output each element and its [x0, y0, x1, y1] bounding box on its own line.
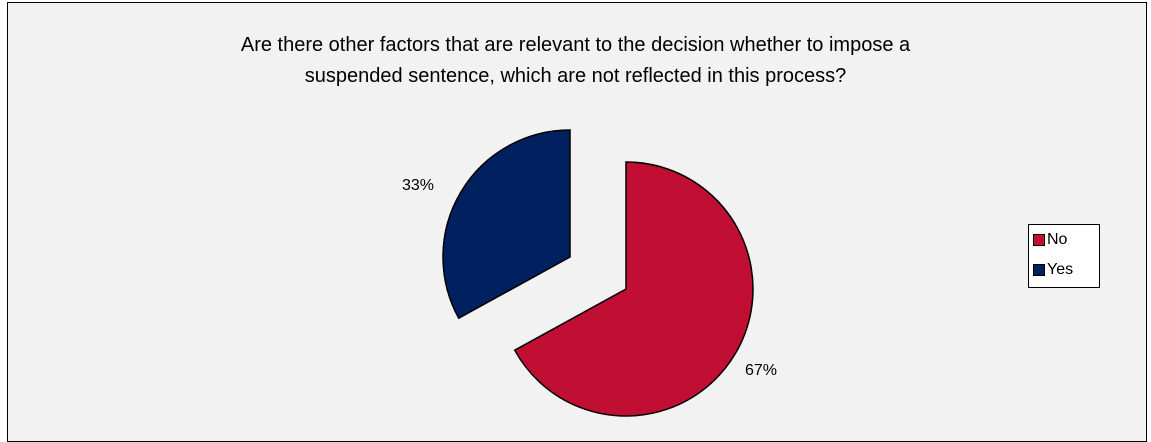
chart-title-line-2: suspended sentence, which are not reflec…	[304, 65, 847, 87]
chart-title: Are there other factors that are relevan…	[0, 30, 1151, 92]
pie-slice-yes	[442, 129, 571, 320]
legend-item-no: No	[1033, 231, 1067, 249]
legend-label-yes: Yes	[1047, 261, 1074, 278]
legend-item-yes: Yes	[1033, 261, 1073, 279]
legend-swatch-yes	[1033, 264, 1045, 276]
pie-slice-no	[513, 161, 754, 417]
data-label-no: 67%	[745, 362, 777, 379]
legend-label-no: No	[1047, 231, 1068, 248]
pie-chart: 67% 33%	[402, 129, 777, 417]
legend-swatch-no	[1033, 234, 1045, 246]
chart-title-line-1: Are there other factors that are relevan…	[240, 34, 911, 56]
data-label-yes: 33%	[402, 177, 434, 194]
legend: No Yes	[1028, 224, 1100, 288]
